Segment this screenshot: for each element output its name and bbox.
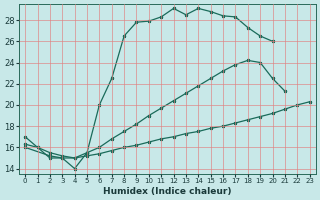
X-axis label: Humidex (Indice chaleur): Humidex (Indice chaleur) (103, 187, 232, 196)
